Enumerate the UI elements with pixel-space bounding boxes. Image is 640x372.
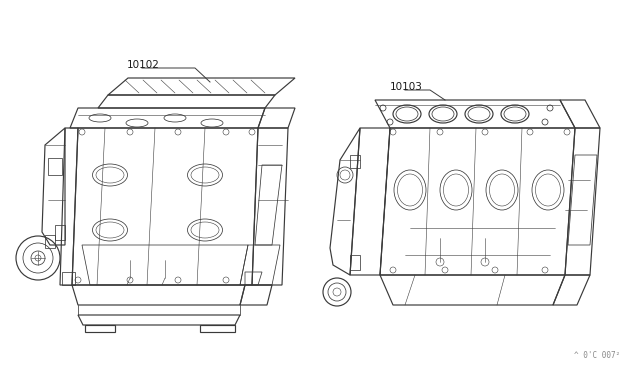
Text: 10103: 10103 bbox=[390, 82, 423, 92]
Text: ^ 0'C 007²: ^ 0'C 007² bbox=[573, 351, 620, 360]
Text: 10102: 10102 bbox=[127, 60, 160, 70]
